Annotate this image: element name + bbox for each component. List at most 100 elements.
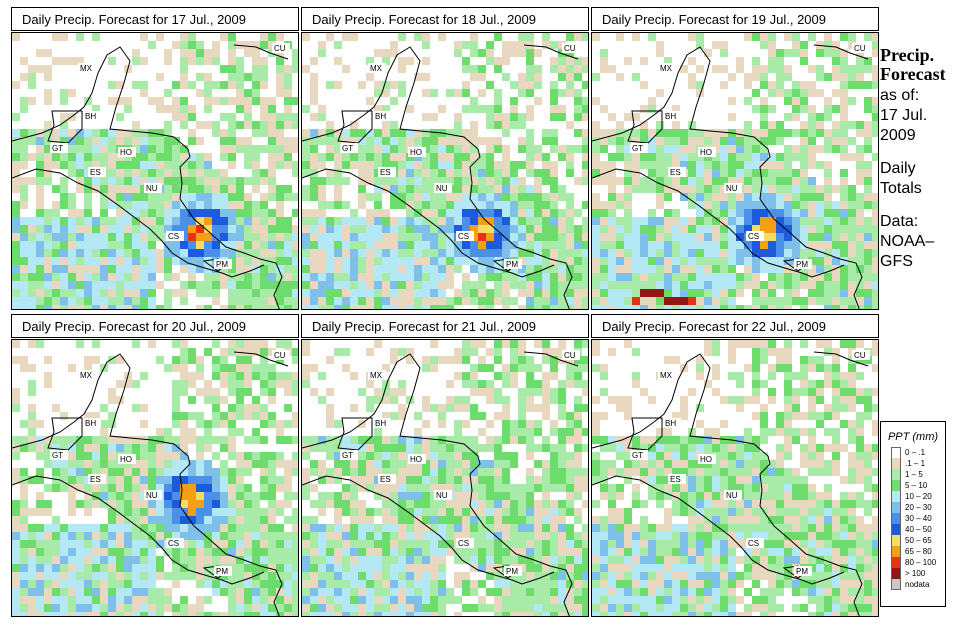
country-label: MX [660, 64, 673, 73]
country-label: ES [670, 475, 681, 484]
coastline [233, 351, 289, 367]
legend-item: 0 – .1 [891, 447, 945, 458]
panel-title: Daily Precip. Forecast for 18 Jul., 2009 [301, 7, 589, 31]
country-label: CS [168, 232, 179, 241]
country-label: NU [146, 184, 158, 193]
legend-rows: 0 – .1 .1 – 1 1 – 5 5 – 10 10 – 20 20 – 30 30 … [881, 447, 945, 590]
country-label: PM [506, 260, 518, 269]
legend-swatch [891, 524, 901, 535]
country-label: GT [632, 144, 643, 153]
country-label: HO [410, 148, 422, 157]
forecast-panel: Daily Precip. Forecast for 18 Jul., 2009… [301, 7, 591, 310]
forecast-panel: Daily Precip. Forecast for 22 Jul., 2009… [591, 314, 881, 617]
coastline [813, 44, 869, 60]
coastline [302, 168, 555, 278]
legend-swatch [891, 579, 901, 590]
legend-swatch [891, 447, 901, 458]
country-label: CU [274, 44, 286, 53]
country-label: CU [854, 44, 866, 53]
legend-item: 80 – 100 [891, 557, 945, 568]
coastline [302, 353, 573, 616]
forecast-panel: Daily Precip. Forecast for 19 Jul., 2009… [591, 7, 881, 310]
legend-label: nodata [905, 580, 930, 589]
country-label: MX [370, 64, 383, 73]
country-label: MX [370, 371, 383, 380]
legend-label: > 100 [905, 569, 926, 578]
country-label: NU [726, 491, 738, 500]
legend-item: nodata [891, 579, 945, 590]
country-label: MX [80, 371, 93, 380]
country-label: PM [796, 567, 808, 576]
precip-map: MX BH GT HO ES NU CS PM CU [301, 32, 589, 310]
legend-item: 50 – 65 [891, 535, 945, 546]
legend-item: 65 – 80 [891, 546, 945, 557]
country-label: HO [700, 455, 712, 464]
data-source-line2: GFS [880, 253, 913, 270]
legend-item: 30 – 40 [891, 513, 945, 524]
country-label: HO [700, 148, 712, 157]
country-label: ES [380, 168, 391, 177]
legend-swatch [891, 513, 901, 524]
legend-label: 40 – 50 [905, 525, 932, 534]
country-label: HO [120, 148, 132, 157]
country-label: PM [506, 567, 518, 576]
country-label: MX [80, 64, 93, 73]
legend-swatch [891, 469, 901, 480]
daily-label: Daily [880, 160, 916, 177]
legend-label: 10 – 20 [905, 492, 932, 501]
legend-item: 10 – 20 [891, 491, 945, 502]
country-label: BH [665, 112, 676, 121]
coastline [592, 353, 863, 616]
country-label: PM [216, 567, 228, 576]
country-label: CS [748, 539, 759, 548]
precip-map: MX BH GT HO ES NU CS PM CU [591, 32, 879, 310]
coastline [12, 475, 265, 585]
country-label: CS [748, 232, 759, 241]
totals-label: Totals [880, 180, 922, 197]
precip-grid: MX BH GT HO ES NU CS PM CU [302, 340, 588, 616]
precip-map: MX BH GT HO ES NU CS PM CU [301, 339, 589, 617]
coastline [12, 168, 265, 278]
legend-item: 1 – 5 [891, 469, 945, 480]
legend-swatch [891, 458, 901, 469]
forecast-panel: Daily Precip. Forecast for 20 Jul., 2009… [11, 314, 301, 617]
precip-grid: MX BH GT HO ES NU CS PM CU [302, 33, 588, 309]
panel-title: Daily Precip. Forecast for 21 Jul., 2009 [301, 314, 589, 338]
panel-title: Daily Precip. Forecast for 19 Jul., 2009 [591, 7, 879, 31]
country-label: BH [665, 419, 676, 428]
legend-label: 50 – 65 [905, 536, 932, 545]
coastline [592, 475, 845, 585]
legend-item: 20 – 30 [891, 502, 945, 513]
coastline [12, 46, 283, 309]
country-label: CU [274, 351, 286, 360]
coastline [302, 475, 555, 585]
country-label: GT [52, 451, 63, 460]
coastline [592, 168, 845, 278]
asof-date: 17 Jul. [880, 107, 928, 124]
country-label: CU [564, 351, 576, 360]
precip-grid: MX BH GT HO ES NU CS PM CU [592, 340, 878, 616]
legend-swatch [891, 535, 901, 546]
coastline [523, 351, 579, 367]
country-label: HO [120, 455, 132, 464]
asof-year: 2009 [880, 127, 916, 144]
legend-label: 0 – .1 [905, 448, 926, 457]
country-label: ES [670, 168, 681, 177]
country-label: PM [216, 260, 228, 269]
data-source-line1: NOAA– [880, 233, 935, 250]
precip-map: MX BH GT HO ES NU CS PM CU [11, 339, 299, 617]
country-label: PM [796, 260, 808, 269]
country-label: NU [436, 184, 448, 193]
country-label: GT [52, 144, 63, 153]
legend-item: 40 – 50 [891, 524, 945, 535]
panel-title: Daily Precip. Forecast for 22 Jul., 2009 [591, 314, 879, 338]
legend-item: > 100 [891, 568, 945, 579]
country-label: GT [342, 451, 353, 460]
legend-item: 5 – 10 [891, 480, 945, 491]
country-label: GT [342, 144, 353, 153]
legend-label: 30 – 40 [905, 514, 932, 523]
country-label: BH [375, 112, 386, 121]
legend-item: .1 – 1 [891, 458, 945, 469]
panel-title: Daily Precip. Forecast for 20 Jul., 2009 [11, 314, 299, 338]
forecast-panel: Daily Precip. Forecast for 17 Jul., 2009… [11, 7, 301, 310]
